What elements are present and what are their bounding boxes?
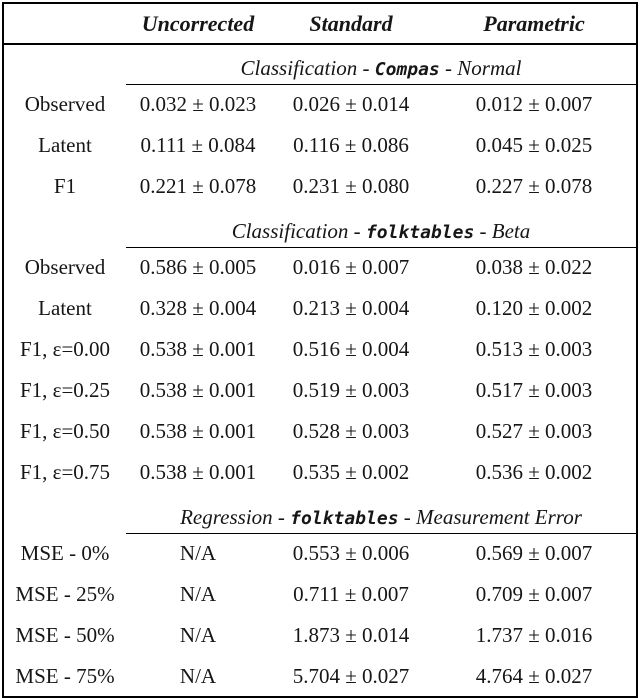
value-cell: 0.045 ± 0.025 (475, 133, 593, 157)
corner-cell (3, 3, 126, 45)
table-row: MSE - 0% N/A 0.553 ± 0.006 0.569 ± 0.007 (3, 533, 637, 574)
table-row: F1, ε=0.25 0.538 ± 0.001 0.519 ± 0.003 0… (3, 370, 637, 411)
value-cell: 0.231 ± 0.080 (292, 174, 410, 198)
value-cell: 0.519 ± 0.003 (292, 378, 410, 402)
value-cell: 0.517 ± 0.003 (475, 378, 593, 402)
table-row: F1, ε=0.50 0.538 ± 0.001 0.528 ± 0.003 0… (3, 411, 637, 452)
table-row: MSE - 75% N/A 5.704 ± 0.027 4.764 ± 0.02… (3, 656, 637, 697)
column-header-row: Uncorrected Standard Parametric (3, 3, 637, 45)
value-cell: 0.709 ± 0.007 (475, 582, 593, 606)
value-cell: 0.516 ± 0.004 (292, 337, 410, 361)
row-label: Observed (24, 92, 106, 116)
value-cell: 0.535 ± 0.002 (292, 460, 410, 484)
row-label: F1, ε=0.00 (19, 337, 111, 361)
table-row: Latent 0.328 ± 0.004 0.213 ± 0.004 0.120… (3, 288, 637, 329)
row-label: F1, ε=0.75 (19, 460, 111, 484)
section-title-dataset: folktables (365, 221, 475, 243)
value-cell: 0.227 ± 0.078 (475, 174, 593, 198)
section-title: Regression - folktables - Measurement Er… (126, 493, 637, 534)
value-cell: 0.012 ± 0.007 (475, 92, 593, 117)
value-cell: 0.538 ± 0.001 (139, 460, 257, 484)
value-cell: 0.538 ± 0.001 (139, 419, 257, 443)
section-title-prefix: Classification - (240, 55, 375, 80)
row-label: Latent (38, 133, 92, 157)
section-spacer-cell (3, 207, 126, 247)
section-title: Classification - Compas - Normal (126, 44, 637, 85)
value-cell: 5.704 ± 0.027 (292, 663, 410, 688)
value-cell: 0.116 ± 0.086 (293, 133, 409, 157)
row-label: MSE - 0% (20, 541, 110, 565)
value-cell: 0.527 ± 0.003 (475, 419, 593, 443)
value-cell: 0.221 ± 0.078 (139, 174, 257, 198)
value-cell: N/A (179, 623, 217, 647)
row-label: MSE - 25% (15, 582, 115, 606)
value-cell: 0.513 ± 0.003 (475, 337, 593, 361)
value-cell: 0.528 ± 0.003 (292, 419, 410, 443)
value-cell: 0.328 ± 0.004 (139, 296, 257, 320)
column-header-parametric: Parametric (432, 3, 637, 45)
table-row: Latent 0.111 ± 0.084 0.116 ± 0.086 0.045… (3, 125, 637, 166)
value-cell: 0.016 ± 0.007 (292, 255, 410, 280)
value-cell: 0.538 ± 0.001 (139, 378, 257, 402)
value-cell: 4.764 ± 0.027 (475, 663, 593, 688)
row-label: MSE - 75% (15, 663, 115, 688)
value-cell: 0.586 ± 0.005 (139, 255, 257, 280)
section-title-row: Classification - folktables - Beta (3, 207, 637, 248)
value-cell: 1.737 ± 0.016 (475, 623, 593, 647)
section-title-suffix: - Measurement Error (398, 504, 582, 529)
column-header-uncorrected: Uncorrected (126, 3, 270, 45)
section-title: Classification - folktables - Beta (126, 207, 637, 248)
section-title-suffix: - Beta (474, 218, 531, 243)
value-cell: 0.553 ± 0.006 (292, 541, 410, 566)
section-title-prefix: Regression - (180, 504, 291, 529)
value-cell: 0.120 ± 0.002 (475, 296, 593, 320)
table-row: Observed 0.586 ± 0.005 0.016 ± 0.007 0.0… (3, 247, 637, 288)
section-title-prefix: Classification - (231, 218, 366, 243)
row-label: F1 (53, 174, 77, 198)
row-label: MSE - 50% (15, 623, 115, 647)
value-cell: N/A (179, 541, 217, 566)
value-cell: 0.026 ± 0.014 (292, 92, 410, 117)
value-cell: N/A (179, 582, 217, 606)
row-label: F1, ε=0.50 (19, 419, 111, 443)
value-cell: 0.038 ± 0.022 (475, 255, 593, 280)
value-cell: 0.111 ± 0.084 (140, 133, 256, 157)
column-header-standard: Standard (270, 3, 432, 45)
value-cell: 1.873 ± 0.014 (292, 623, 410, 647)
table-row: MSE - 50% N/A 1.873 ± 0.014 1.737 ± 0.01… (3, 615, 637, 656)
row-label: Observed (24, 255, 106, 279)
section-spacer-cell (3, 493, 126, 533)
table-row: MSE - 25% N/A 0.711 ± 0.007 0.709 ± 0.00… (3, 574, 637, 615)
section-title-row: Classification - Compas - Normal (3, 44, 637, 85)
row-label: F1, ε=0.25 (19, 378, 111, 402)
section-title-dataset: Compas (374, 58, 440, 80)
table-row: Observed 0.032 ± 0.023 0.026 ± 0.014 0.0… (3, 84, 637, 125)
value-cell: N/A (179, 663, 217, 688)
section-title-dataset: folktables (290, 507, 399, 529)
table-row: F1 0.221 ± 0.078 0.231 ± 0.080 0.227 ± 0… (3, 166, 637, 207)
row-label: Latent (38, 296, 92, 320)
section-title-row: Regression - folktables - Measurement Er… (3, 493, 637, 534)
value-cell: 0.569 ± 0.007 (475, 541, 593, 566)
section-title-suffix: - Normal (439, 55, 522, 80)
section-spacer-cell (3, 44, 126, 84)
value-cell: 0.538 ± 0.001 (139, 337, 257, 361)
value-cell: 0.711 ± 0.007 (293, 582, 409, 606)
value-cell: 0.213 ± 0.004 (292, 296, 410, 320)
table-row: F1, ε=0.00 0.538 ± 0.001 0.516 ± 0.004 0… (3, 329, 637, 370)
value-cell: 0.032 ± 0.023 (139, 92, 257, 117)
table-row: F1, ε=0.75 0.538 ± 0.001 0.535 ± 0.002 0… (3, 452, 637, 493)
value-cell: 0.536 ± 0.002 (475, 460, 593, 484)
